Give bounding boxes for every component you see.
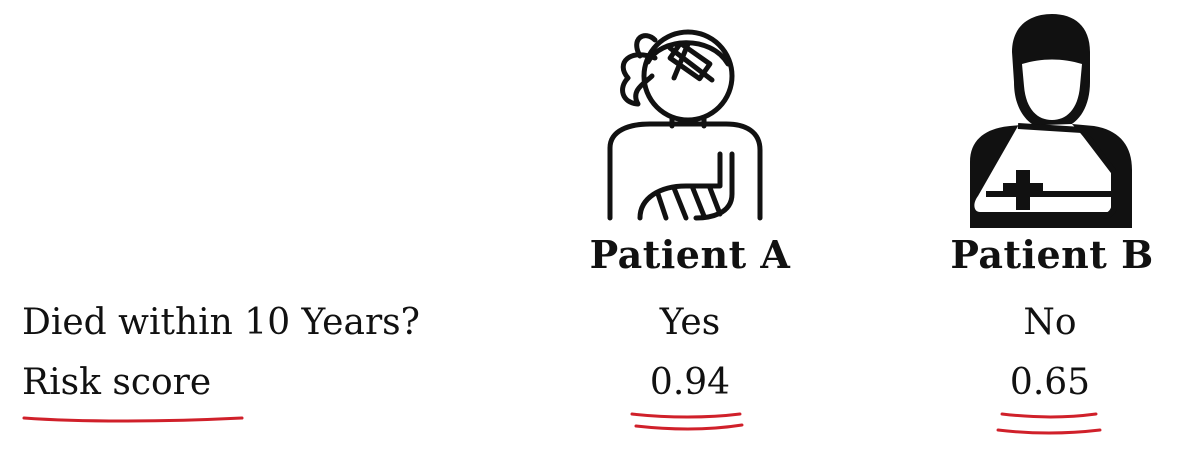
patient-a-died-value: Yes xyxy=(659,302,721,343)
patient-b-label: Patient B xyxy=(950,232,1154,277)
patient-b-score-underline xyxy=(996,412,1102,435)
died-within-10-years-label: Died within 10 Years? xyxy=(22,302,420,343)
risk-score-underline xyxy=(22,416,244,423)
patient-a-label: Patient A xyxy=(589,232,791,277)
patient-b-died-value: No xyxy=(1023,302,1077,343)
patient-b-icon xyxy=(962,12,1134,228)
risk-score-label: Risk score xyxy=(22,362,212,403)
patient-a-icon xyxy=(600,18,770,228)
patient-a-risk-score-value: 0.94 xyxy=(649,362,731,403)
patient-a-score-underline xyxy=(630,412,744,431)
patient-b-risk-score-value: 0.65 xyxy=(1009,362,1091,403)
